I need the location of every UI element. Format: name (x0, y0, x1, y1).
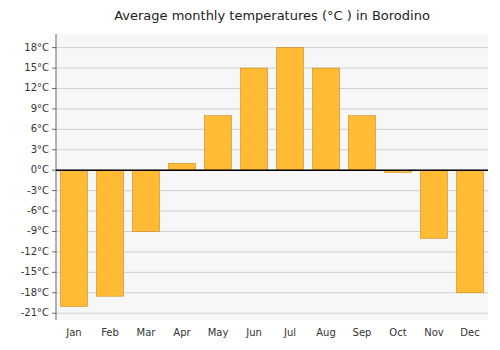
tick-mark (52, 108, 56, 109)
grid-line (56, 68, 488, 69)
x-tick-label: Sep (353, 327, 372, 338)
tick-mark (52, 190, 56, 191)
y-tick-label: -9°C (27, 225, 49, 236)
bar (421, 170, 448, 238)
bar (61, 170, 88, 306)
x-tick-label: Jan (65, 327, 81, 338)
bars (61, 48, 484, 307)
y-axis: -21°C -18°C -15°C -12°C -9°C -6°C -3°C 0°C 3°C 6°… (21, 34, 56, 320)
y-tick-label: 9°C (31, 103, 49, 114)
y-tick-label: -3°C (27, 185, 49, 196)
chart-container: -21°C -18°C -15°C -12°C -9°C -6°C -3°C 0°C 3°C 6°… (0, 0, 500, 350)
x-tick-label: Dec (460, 327, 479, 338)
bar (349, 116, 376, 170)
grid-line (56, 313, 488, 314)
tick-mark (52, 313, 56, 314)
grid-line (56, 149, 488, 150)
tick-mark (52, 47, 56, 48)
x-tick-label: Feb (101, 327, 119, 338)
bar (133, 170, 160, 231)
tick-mark (52, 251, 56, 252)
x-tick-label: Mar (137, 327, 157, 338)
title: Average monthly temperatures (°C ) in Bo… (114, 8, 430, 23)
bar (205, 116, 232, 170)
y-tick-label: 18°C (24, 42, 49, 53)
tick-mark (52, 68, 56, 69)
y-tick-label: 0°C (31, 164, 49, 175)
x-tick-label: Jul (283, 327, 296, 338)
y-tick-label: -12°C (21, 246, 49, 257)
x-tick-label: May (208, 327, 229, 338)
x-axis: Jan Feb Mar Apr May Jun Jul Aug Sep Oct Nov Dec (65, 327, 479, 338)
zero-line (56, 169, 488, 171)
x-tick-label: Aug (316, 327, 336, 338)
bar (169, 163, 196, 170)
grid-line (56, 47, 488, 48)
grid-line (56, 170, 488, 171)
tick-mark (52, 292, 56, 293)
bar (97, 170, 124, 296)
x-tick-label: Nov (424, 327, 444, 338)
bar (457, 170, 484, 293)
y-tick-label: -6°C (27, 205, 49, 216)
grid-line (56, 129, 488, 130)
y-tick-label: 12°C (24, 82, 49, 93)
tick-mark (52, 211, 56, 212)
tick-mark (52, 88, 56, 89)
y-tick-label: 3°C (31, 144, 49, 155)
x-tick-label: Jun (245, 327, 262, 338)
y-tick-label: 6°C (31, 123, 49, 134)
x-tick-label: Apr (173, 327, 191, 338)
y-tick-label: -18°C (21, 287, 49, 298)
bar (313, 68, 340, 170)
tick-mark (52, 170, 56, 171)
tick-mark (52, 231, 56, 232)
x-tick-label: Oct (389, 327, 406, 338)
bar (241, 68, 268, 170)
bar (277, 48, 304, 171)
tick-mark (52, 149, 56, 150)
y-axis-line (56, 34, 57, 320)
y-tick-label: -15°C (21, 266, 49, 277)
grid (56, 48, 488, 314)
grid-line (56, 108, 488, 109)
y-tick-label: -21°C (21, 307, 49, 318)
tick-mark (52, 272, 56, 273)
grid-line (56, 88, 488, 89)
tick-mark (52, 129, 56, 130)
plot-area (56, 34, 488, 320)
chart: -21°C -18°C -15°C -12°C -9°C -6°C -3°C 0°C 3°C 6°… (0, 0, 500, 350)
y-tick-label: 15°C (24, 62, 49, 73)
